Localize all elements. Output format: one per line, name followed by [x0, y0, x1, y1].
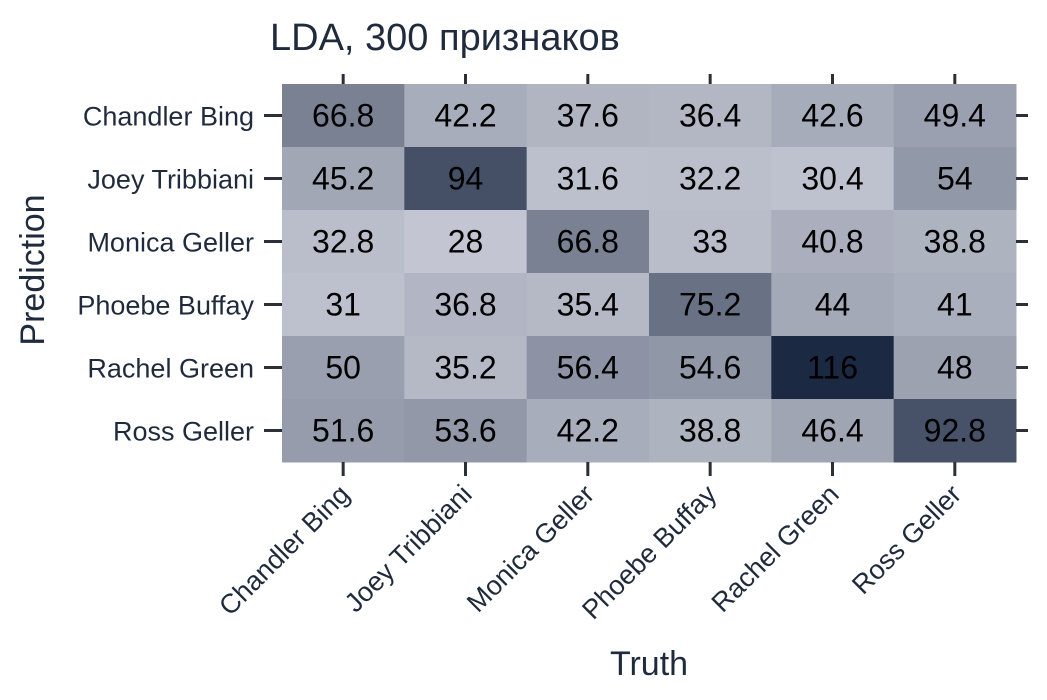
cell-value-label: 45.2 [312, 161, 374, 197]
y-tick-label-ross-geller: Ross Geller [113, 417, 254, 447]
heatmap-cell-r1-c5 [893, 147, 1017, 211]
cell-value-label: 54 [937, 161, 973, 197]
heatmap-cell-r3-c2 [526, 273, 650, 337]
heatmap-cell-r3-c0 [282, 273, 405, 337]
cell-value-label: 41 [937, 287, 973, 323]
cell-value-label: 42.6 [801, 98, 863, 134]
heatmap-cell-r0-c0 [282, 84, 405, 148]
heatmap-cells [282, 84, 1017, 463]
cell-value-label: 40.8 [801, 224, 863, 260]
heatmap-cell-r3-c5 [893, 273, 1017, 337]
cell-value-label: 56.4 [557, 350, 619, 386]
heatmap-cell-r1-c3 [648, 147, 772, 211]
heatmap-cell-r0-c3 [648, 84, 772, 148]
cell-value-label: 35.2 [434, 350, 496, 386]
heatmap-cell-r2-c1 [404, 210, 528, 274]
chart-title: LDA, 300 признаков [270, 17, 620, 59]
cell-value-label: 36.4 [679, 98, 741, 134]
heatmap-cell-r0-c1 [404, 84, 528, 148]
cell-value-label: 94 [448, 161, 484, 197]
cell-value-label: 75.2 [679, 287, 741, 323]
y-tick-label-joey-tribbiani: Joey Tribbiani [87, 165, 254, 195]
cell-value-label: 28 [448, 224, 484, 260]
cell-value-label: 46.4 [801, 413, 863, 449]
x-tick-label-ross-geller: Ross Geller [846, 479, 967, 600]
cell-value-label: 30.4 [801, 161, 863, 197]
heatmap-cell-r4-c1 [404, 336, 528, 400]
heatmap-cell-r4-c3 [648, 336, 772, 400]
cell-value-label: 32.8 [312, 224, 374, 260]
heatmap-cell-labels: 66.8 42.2 37.6 36.4 42.6 49.4 45.2 94 31.6 32.2 30… [312, 98, 986, 449]
heatmap-cell-r5-c2 [526, 399, 650, 463]
heatmap-cell-r2-c5 [893, 210, 1017, 274]
heatmap-cell-r4-c5 [893, 336, 1017, 400]
y-tick-label-rachel-green: Rachel Green [87, 354, 254, 384]
y-axis-title: Prediction [14, 194, 52, 345]
heatmap-cell-r5-c5 [893, 399, 1017, 463]
cell-value-label: 33 [692, 224, 728, 260]
cell-value-label: 66.8 [312, 98, 374, 134]
cell-value-label: 42.2 [434, 98, 496, 134]
cell-value-label: 44 [815, 287, 851, 323]
cell-value-label: 38.8 [679, 413, 741, 449]
cell-value-label: 50 [325, 350, 361, 386]
cell-value-label: 116 [807, 350, 858, 386]
heatmap-cell-r1-c4 [771, 147, 895, 211]
heatmap-cell-r5-c3 [648, 399, 772, 463]
cell-value-label: 48 [937, 350, 973, 386]
heatmap-cell-r0-c4 [771, 84, 895, 148]
cell-value-label: 35.4 [557, 287, 619, 323]
heatmap-cell-r4-c4 [771, 336, 895, 400]
y-tick-label-chandler-bing: Chandler Bing [83, 102, 254, 132]
y-tick-label-monica-geller: Monica Geller [87, 228, 254, 258]
x-tick-label-joey-tribbiani: Joey Tribbiani [339, 479, 478, 618]
x-tick-label-rachel-green: Rachel Green [706, 479, 845, 618]
heatmap-cell-r1-c0 [282, 147, 405, 211]
heatmap-cell-r2-c0 [282, 210, 405, 274]
axis-ticks [264, 74, 1028, 476]
y-tick-label-phoebe-buffay: Phoebe Buffay [77, 291, 254, 321]
y-axis-tick-labels: Chandler Bing Joey Tribbiani Monica Geller… [77, 102, 254, 447]
cell-value-label: 31.6 [557, 161, 619, 197]
cell-value-label: 38.8 [924, 224, 986, 260]
heatmap-cell-r0-c5 [893, 84, 1017, 148]
x-axis-title: Truth [610, 645, 688, 683]
cell-value-label: 37.6 [557, 98, 619, 134]
heatmap-cell-r4-c2 [526, 336, 650, 400]
x-tick-label-monica-geller: Monica Geller [461, 479, 600, 618]
cell-value-label: 92.8 [924, 413, 986, 449]
cell-value-label: 36.8 [434, 287, 496, 323]
cell-value-label: 51.6 [312, 413, 374, 449]
heatmap-cell-r1-c2 [526, 147, 650, 211]
cell-value-label: 66.8 [557, 224, 619, 260]
cell-value-label: 42.2 [557, 413, 619, 449]
cell-value-label: 31 [325, 287, 361, 323]
heatmap-cell-r3-c3 [648, 273, 772, 337]
x-tick-label-chandler-bing: Chandler Bing [213, 479, 355, 621]
cell-value-label: 53.6 [434, 413, 496, 449]
cell-value-label: 49.4 [924, 98, 986, 134]
heatmap-cell-r1-c1 [404, 147, 528, 211]
heatmap-cell-r5-c4 [771, 399, 895, 463]
heatmap-cell-r0-c2 [526, 84, 650, 148]
heatmap-cell-r2-c4 [771, 210, 895, 274]
heatmap-cell-r5-c0 [282, 399, 405, 463]
heatmap-cell-r3-c4 [771, 273, 895, 337]
heatmap-cell-r2-c2 [526, 210, 650, 274]
heatmap-cell-r2-c3 [648, 210, 772, 274]
heatmap-cell-r3-c1 [404, 273, 528, 337]
cell-value-label: 54.6 [679, 350, 741, 386]
heatmap-cell-r5-c1 [404, 399, 528, 463]
cell-value-label: 32.2 [679, 161, 741, 197]
heatmap-cell-r4-c0 [282, 336, 405, 400]
